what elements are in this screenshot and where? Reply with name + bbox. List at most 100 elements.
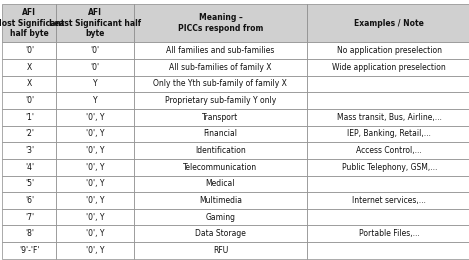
Text: '1': '1' (25, 113, 34, 122)
Text: Wide application preselection: Wide application preselection (333, 63, 446, 72)
Bar (2, 42, 56, 59)
Bar (134, 159, 307, 176)
Bar (56, 159, 134, 176)
Bar (2, 225, 56, 242)
Text: Examples / Note: Examples / Note (355, 19, 424, 28)
Text: RFU: RFU (213, 246, 228, 255)
Bar (307, 42, 469, 59)
Bar (134, 59, 307, 76)
Text: '0', Y: '0', Y (86, 163, 104, 172)
Bar (307, 76, 469, 92)
Text: Y: Y (93, 96, 97, 105)
Bar (2, 159, 56, 176)
Bar (56, 242, 134, 259)
Bar (56, 59, 134, 76)
Text: '0': '0' (25, 46, 34, 55)
Bar (56, 92, 134, 109)
Text: Y: Y (93, 80, 97, 88)
Bar (307, 142, 469, 159)
Bar (134, 209, 307, 225)
Text: '0', Y: '0', Y (86, 196, 104, 205)
Bar (307, 126, 469, 142)
Text: IEP, Banking, Retail,...: IEP, Banking, Retail,... (348, 129, 431, 138)
Text: Internet services,...: Internet services,... (352, 196, 426, 205)
Bar (134, 242, 307, 259)
Bar (307, 242, 469, 259)
Bar (56, 176, 134, 192)
Text: Mass transit, Bus, Airline,...: Mass transit, Bus, Airline,... (337, 113, 442, 122)
Bar (134, 176, 307, 192)
Bar (56, 192, 134, 209)
Bar (134, 4, 307, 42)
Text: Multimedia: Multimedia (199, 196, 242, 205)
Bar (2, 142, 56, 159)
Bar (56, 209, 134, 225)
Text: Meaning –
PICCs respond from: Meaning – PICCs respond from (178, 13, 263, 33)
Bar (2, 242, 56, 259)
Text: No application preselection: No application preselection (337, 46, 442, 55)
Text: Gaming: Gaming (205, 213, 235, 222)
Bar (2, 59, 56, 76)
Bar (307, 159, 469, 176)
Text: '0', Y: '0', Y (86, 179, 104, 188)
Bar (56, 42, 134, 59)
Bar (2, 76, 56, 92)
Text: '0', Y: '0', Y (86, 146, 104, 155)
Text: Financial: Financial (204, 129, 237, 138)
Text: X: X (27, 63, 32, 72)
Bar (134, 42, 307, 59)
Bar (2, 209, 56, 225)
Bar (134, 92, 307, 109)
Bar (307, 4, 469, 42)
Bar (2, 192, 56, 209)
Text: '9'-'F': '9'-'F' (19, 246, 39, 255)
Text: '0', Y: '0', Y (86, 213, 104, 222)
Bar (307, 225, 469, 242)
Bar (307, 109, 469, 126)
Bar (56, 142, 134, 159)
Text: Telecommunication: Telecommunication (183, 163, 257, 172)
Bar (307, 92, 469, 109)
Text: Identification: Identification (195, 146, 246, 155)
Bar (134, 126, 307, 142)
Text: '8': '8' (25, 229, 34, 238)
Text: All sub-families of family X: All sub-families of family X (169, 63, 272, 72)
Bar (134, 142, 307, 159)
Text: '6': '6' (25, 196, 34, 205)
Text: X: X (27, 80, 32, 88)
Text: '2': '2' (25, 129, 34, 138)
Bar (56, 4, 134, 42)
Text: AFI
Most Significant
half byte: AFI Most Significant half byte (0, 8, 65, 38)
Bar (2, 126, 56, 142)
Text: Medical: Medical (206, 179, 235, 188)
Text: Access Control,...: Access Control,... (356, 146, 422, 155)
Text: Proprietary sub-family Y only: Proprietary sub-family Y only (165, 96, 276, 105)
Bar (307, 59, 469, 76)
Text: All families and sub-families: All families and sub-families (166, 46, 275, 55)
Text: '0': '0' (91, 63, 99, 72)
Bar (56, 76, 134, 92)
Text: '5': '5' (25, 179, 34, 188)
Bar (2, 92, 56, 109)
Bar (56, 225, 134, 242)
Text: '0': '0' (25, 96, 34, 105)
Bar (2, 109, 56, 126)
Text: Only the Yth sub-family of family X: Only the Yth sub-family of family X (153, 80, 287, 88)
Bar (134, 192, 307, 209)
Bar (307, 176, 469, 192)
Bar (134, 109, 307, 126)
Text: '0', Y: '0', Y (86, 229, 104, 238)
Text: Transport: Transport (202, 113, 239, 122)
Bar (2, 4, 56, 42)
Text: Data Storage: Data Storage (195, 229, 246, 238)
Text: '0', Y: '0', Y (86, 246, 104, 255)
Text: Portable Files,...: Portable Files,... (359, 229, 420, 238)
Bar (56, 109, 134, 126)
Text: '0': '0' (91, 46, 99, 55)
Text: '3': '3' (25, 146, 34, 155)
Bar (307, 192, 469, 209)
Text: '7': '7' (25, 213, 34, 222)
Bar (2, 176, 56, 192)
Text: '0', Y: '0', Y (86, 113, 104, 122)
Text: AFI
Least Significant half
byte: AFI Least Significant half byte (49, 8, 141, 38)
